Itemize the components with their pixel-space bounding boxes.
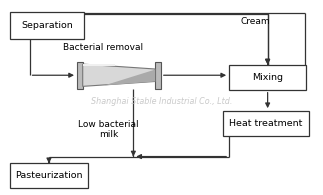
Bar	[10, 12, 84, 39]
Text: Shanghai Stable Industrial Co., Ltd.: Shanghai Stable Industrial Co., Ltd.	[91, 97, 232, 106]
Bar	[223, 111, 309, 136]
Bar	[155, 62, 161, 89]
Text: Separation: Separation	[21, 21, 73, 30]
Polygon shape	[83, 64, 115, 66]
Bar	[77, 62, 83, 89]
Text: Low bacterial
milk: Low bacterial milk	[78, 120, 139, 139]
Text: Bacterial removal: Bacterial removal	[63, 43, 143, 52]
Text: Heat treatment: Heat treatment	[229, 119, 303, 128]
Text: Pasteurization: Pasteurization	[15, 171, 83, 180]
Polygon shape	[83, 64, 155, 86]
Polygon shape	[104, 70, 155, 85]
Text: Cream: Cream	[240, 17, 270, 26]
Text: Mixing: Mixing	[252, 73, 283, 82]
Bar	[10, 163, 88, 189]
Bar	[229, 65, 306, 90]
